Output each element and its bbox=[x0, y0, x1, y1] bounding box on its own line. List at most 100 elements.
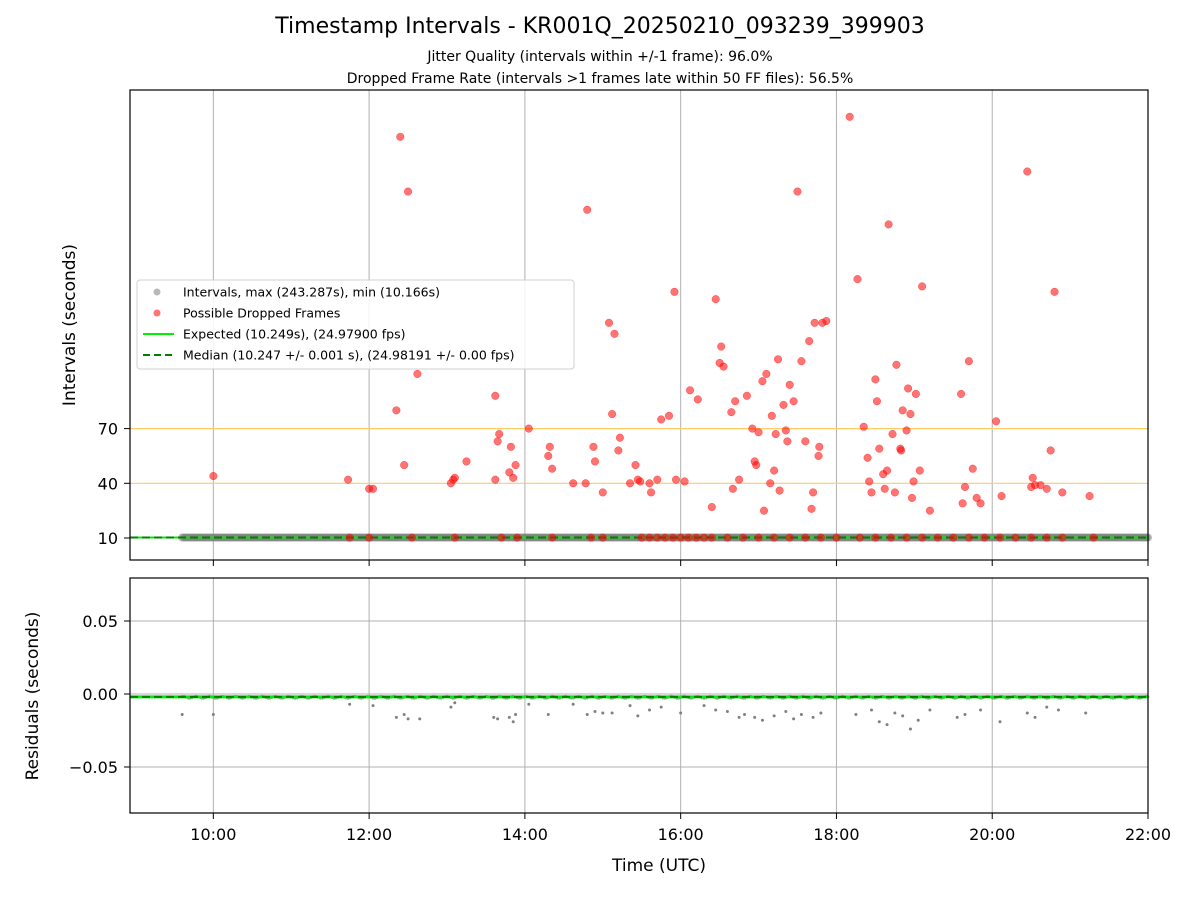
dropped-frame-point bbox=[731, 397, 740, 406]
residual-point bbox=[610, 711, 614, 715]
residual-point bbox=[511, 720, 515, 724]
dropped-frame-point bbox=[505, 468, 514, 477]
dropped-frame-point bbox=[1058, 533, 1067, 542]
dropped-frame-point bbox=[897, 446, 906, 455]
dropped-frame-point bbox=[615, 433, 624, 442]
residual-point bbox=[371, 704, 375, 708]
dropped-frame-point bbox=[545, 442, 554, 451]
dropped-frame-point bbox=[693, 395, 702, 404]
dropped-frame-point bbox=[972, 493, 981, 502]
dropped-frame-point bbox=[810, 318, 819, 327]
dropped-frame-point bbox=[773, 355, 783, 364]
dropped-frame-point bbox=[636, 477, 645, 486]
residual-point bbox=[453, 701, 457, 705]
dropped-frame-point bbox=[909, 477, 918, 486]
dropped-frame-point bbox=[491, 391, 500, 400]
dropped-frame-point bbox=[513, 533, 522, 542]
legend: Intervals, max (243.287s), min (10.166s)… bbox=[136, 279, 575, 370]
dropped-frame-point bbox=[748, 424, 757, 433]
dropped-frame-point bbox=[976, 499, 985, 508]
top-y-axis-label: Intervals (seconds) bbox=[60, 244, 80, 406]
dropped-frame-point bbox=[587, 533, 596, 542]
dropped-frame-point bbox=[785, 380, 794, 389]
residual-point bbox=[628, 704, 632, 708]
bottom-x-tick-label: 16:00 bbox=[658, 825, 704, 844]
dropped-frame-point bbox=[589, 442, 598, 451]
dropped-frame-point bbox=[902, 533, 911, 542]
residual-point bbox=[811, 715, 815, 719]
bottom-x-tick-label: 14:00 bbox=[502, 825, 548, 844]
residual-point bbox=[1025, 711, 1029, 715]
dropped-frame-point bbox=[906, 409, 915, 419]
dropped-frame-point bbox=[511, 461, 520, 470]
residual-point bbox=[593, 710, 597, 714]
dropped-frame-point bbox=[949, 533, 958, 542]
dropped-frame-point bbox=[770, 533, 779, 542]
dropped-frame-point bbox=[657, 415, 666, 424]
dropped-frame-point bbox=[450, 473, 459, 482]
legend-box bbox=[136, 279, 575, 370]
dropped-frame-point bbox=[902, 426, 911, 435]
residual-point bbox=[601, 711, 605, 715]
dropped-frame-point bbox=[767, 411, 776, 420]
dropped-frame-point bbox=[898, 406, 907, 415]
dropped-frame-point bbox=[707, 502, 716, 512]
dropped-frame-point bbox=[785, 533, 794, 542]
chart-title: Timestamp Intervals - KR001Q_20250210_09… bbox=[275, 14, 925, 39]
dropped-frame-point bbox=[752, 461, 761, 470]
bottom-x-tick-label: 10:00 bbox=[190, 825, 236, 844]
dropped-frame-point bbox=[1036, 481, 1045, 490]
dropped-frame-point bbox=[495, 430, 504, 439]
residual-point bbox=[1056, 708, 1060, 712]
dropped-frame-point bbox=[807, 504, 816, 513]
residual-point bbox=[819, 711, 823, 715]
dropped-frame-point bbox=[968, 464, 977, 473]
bottom-x-tick-label: 18:00 bbox=[813, 825, 859, 844]
dropped-frame-point bbox=[801, 533, 810, 542]
dropped-frame-point bbox=[407, 533, 417, 542]
dropped-frame-point bbox=[684, 533, 693, 542]
dropped-frame-point bbox=[762, 369, 771, 378]
dropped-frame-point bbox=[727, 408, 736, 417]
residual-point bbox=[1084, 711, 1088, 715]
residual-point bbox=[514, 712, 518, 716]
dropped-frame-point bbox=[569, 479, 578, 488]
dropped-frame-point bbox=[671, 475, 681, 484]
dropped-frame-point bbox=[610, 329, 619, 338]
dropped-frame-point bbox=[1011, 533, 1020, 542]
dropped-frame-point bbox=[717, 342, 726, 351]
dropped-frame-point bbox=[404, 187, 413, 196]
residual-point bbox=[406, 717, 410, 721]
residual-point bbox=[571, 702, 575, 706]
dropped-frame-point bbox=[783, 437, 792, 446]
dropped-frame-point bbox=[875, 444, 884, 453]
residual-point bbox=[1033, 715, 1037, 719]
residual-point bbox=[901, 714, 905, 718]
dropped-frame-point bbox=[396, 132, 405, 141]
dropped-frame-point bbox=[911, 389, 920, 399]
dropped-frame-point bbox=[368, 484, 378, 493]
dropped-frame-point bbox=[625, 479, 635, 488]
bottom-plot-frame bbox=[129, 577, 1149, 814]
residual-point bbox=[908, 727, 912, 731]
dropped-frame-point bbox=[1023, 167, 1032, 176]
residual-point bbox=[492, 715, 496, 719]
intervals-panel: 10 40 70 Intervals (seconds) bbox=[60, 89, 1152, 566]
dropped-frame-point bbox=[805, 337, 814, 346]
chart-subtitle-jitter: Jitter Quality (intervals within +/-1 fr… bbox=[427, 49, 773, 65]
dropped-frame-point bbox=[871, 375, 880, 384]
dropped-frame-point bbox=[735, 475, 744, 484]
dropped-frame-point bbox=[816, 533, 825, 542]
residual-point bbox=[702, 704, 706, 708]
residual-point bbox=[585, 712, 589, 716]
dropped-frame-point bbox=[392, 406, 401, 415]
bottom-y-tick-label: 0.05 bbox=[82, 612, 118, 631]
residual-point bbox=[737, 715, 741, 719]
dropped-frame-point bbox=[661, 533, 670, 542]
top-y-tick-label: 10 bbox=[98, 529, 118, 548]
bottom-y-tick-label: −0.05 bbox=[69, 758, 118, 777]
dropped-frame-point bbox=[728, 484, 737, 493]
legend-marker bbox=[153, 288, 161, 296]
residual-point bbox=[979, 708, 983, 712]
top-plot-frame bbox=[129, 89, 1149, 561]
